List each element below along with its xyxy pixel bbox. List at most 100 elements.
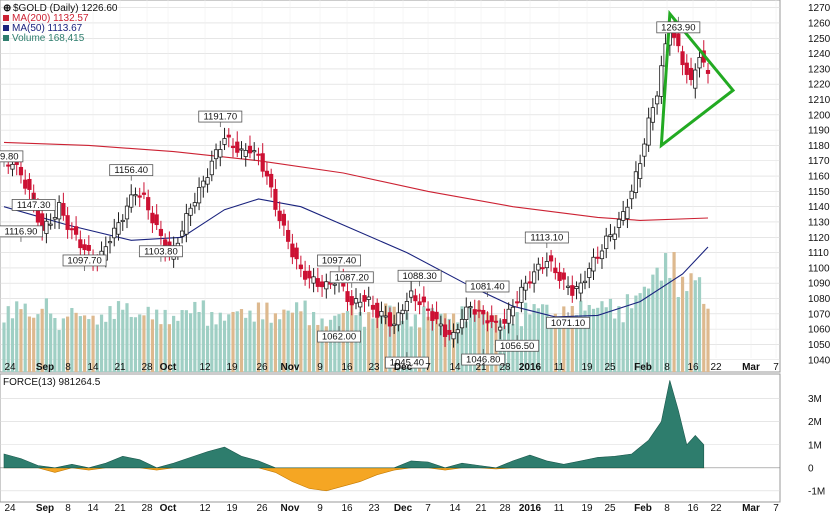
callout-label: 1113.10 <box>530 233 563 244</box>
volume-bar <box>706 308 710 372</box>
candle-body <box>608 234 613 237</box>
volume-bar <box>655 267 659 372</box>
volume-bar <box>697 277 702 372</box>
candle-body <box>307 270 312 279</box>
price-axis: 1270 1260 1250 1240 1230 1220 1210 1200 1190 1180… <box>808 3 831 366</box>
volume-bar <box>456 322 460 372</box>
candle-body <box>345 291 350 302</box>
candle-body <box>137 195 142 198</box>
candle-body <box>44 220 49 234</box>
volume-bar <box>311 312 316 372</box>
date-tick-label: 28 <box>141 503 153 514</box>
candle-body <box>201 180 206 188</box>
price-tick-label: 1200 <box>808 110 831 121</box>
candle-body <box>599 250 605 260</box>
volume-bar <box>388 305 392 372</box>
date-tick-label: 19 <box>581 362 593 373</box>
volume-bar <box>333 315 337 372</box>
volume-bar <box>362 326 367 372</box>
volume-bar <box>112 318 116 372</box>
price-tick-label: 1070 <box>808 309 831 320</box>
volume-bar <box>116 301 121 372</box>
callout-box <box>329 271 374 284</box>
candle-body <box>150 212 155 224</box>
price-candles <box>6 20 711 348</box>
volume-bar <box>418 327 422 372</box>
candle-body <box>107 241 113 244</box>
volume-bar <box>422 306 426 372</box>
callout-box <box>317 330 361 343</box>
volume-bar <box>66 316 70 372</box>
date-tick-label: Mar <box>742 503 760 514</box>
price-tick-label: 1190 <box>808 126 830 137</box>
candle-body <box>57 202 62 220</box>
candle-body <box>404 301 409 312</box>
ma50-swatch-icon <box>3 25 9 31</box>
candle-body <box>527 281 532 284</box>
date-tick-label: 25 <box>604 362 616 373</box>
volume-bar <box>473 314 477 372</box>
price-tick-label: 1130 <box>808 217 830 228</box>
date-tick-label: 24 <box>4 503 16 514</box>
volume-bar <box>146 306 150 372</box>
candle-body <box>311 276 316 284</box>
volume-bar <box>193 301 197 372</box>
candle-body <box>625 206 630 219</box>
candle-body <box>629 190 634 200</box>
volume-bar <box>82 315 87 372</box>
volume-bar <box>468 306 473 372</box>
callout-box <box>461 353 506 366</box>
candle-body <box>281 213 287 226</box>
volume-bar <box>265 302 269 372</box>
candle-body <box>472 309 477 315</box>
force-area <box>3 380 705 492</box>
candle-body <box>485 320 490 324</box>
candle-body <box>697 57 702 69</box>
candle-body <box>659 65 664 97</box>
date-tick-label: 26 <box>256 503 268 514</box>
volume-bar <box>282 309 286 372</box>
volume-bar <box>693 280 697 372</box>
candle-body <box>112 227 117 239</box>
candle-body <box>141 192 147 195</box>
candle-body <box>247 145 253 154</box>
volume-bar <box>189 313 193 372</box>
volume-bar <box>184 310 188 372</box>
candle-body <box>375 302 380 318</box>
date-tick-label: 9 <box>317 362 323 373</box>
volume-bar <box>61 318 65 372</box>
callout-label: 1156.40 <box>114 165 148 176</box>
volume-bar <box>702 303 706 372</box>
callout-label: 1081.40 <box>470 281 504 292</box>
date-tick-label: 19 <box>226 362 238 373</box>
volume-bar <box>663 253 668 372</box>
candle-body <box>680 51 685 66</box>
volume-bar <box>36 314 40 372</box>
candle-body <box>519 286 524 303</box>
date-tick-label: 11 <box>554 362 565 373</box>
candle-body <box>366 296 371 300</box>
volume-bar <box>557 321 562 372</box>
date-tick-label: 16 <box>341 503 353 514</box>
callout-box <box>62 254 107 267</box>
force-tick-label: 2M <box>808 417 822 428</box>
volume-bar <box>541 304 545 372</box>
volume-bar <box>222 320 227 372</box>
pennant-triangle <box>659 9 736 149</box>
legend-ma200: MA(200) 1132.57 <box>12 13 89 24</box>
date-tick-label: 8 <box>65 503 71 514</box>
volume-bar <box>320 318 324 372</box>
price-tick-label: 1240 <box>808 49 831 60</box>
volume-bar <box>155 309 159 372</box>
candle-body <box>413 295 418 302</box>
candle-body <box>544 261 549 269</box>
candle-body <box>18 166 24 176</box>
candle-body <box>319 281 325 288</box>
candle-body <box>124 205 130 220</box>
price-tick-label: 1250 <box>808 34 831 45</box>
volume-bar <box>244 317 248 372</box>
candle-body <box>10 163 15 170</box>
date-tick-label: Feb <box>634 503 652 514</box>
date-tick-label: Nov <box>281 362 300 373</box>
date-tick-label: 7 <box>773 362 779 373</box>
